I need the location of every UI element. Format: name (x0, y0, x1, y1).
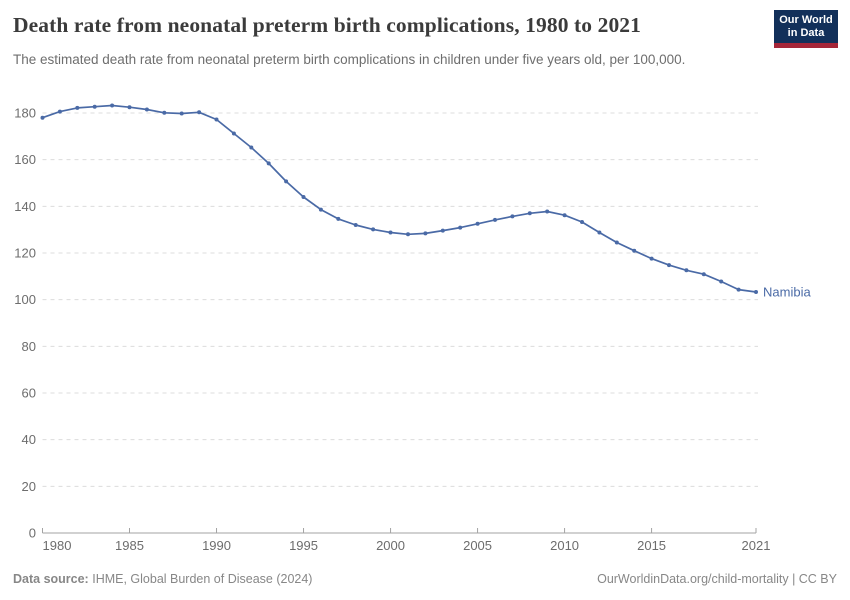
data-point[interactable] (57, 109, 62, 114)
page-title: Death rate from neonatal preterm birth c… (13, 13, 642, 37)
data-point[interactable] (475, 221, 480, 226)
data-point[interactable] (214, 117, 219, 122)
data-point[interactable] (40, 115, 45, 120)
data-point[interactable] (562, 213, 567, 218)
owid-logo[interactable]: Our World in Data (774, 10, 838, 48)
x-axis-tick-label: 1980 (43, 538, 72, 553)
data-point[interactable] (580, 220, 584, 224)
data-point[interactable] (649, 256, 654, 261)
data-point[interactable] (545, 209, 550, 214)
data-point[interactable] (301, 195, 306, 199)
data-point[interactable] (614, 240, 619, 245)
y-axis-tick-label: 160 (14, 152, 36, 167)
data-point[interactable] (144, 107, 149, 112)
data-source: Data source: IHME, Global Burden of Dise… (13, 572, 312, 586)
data-point[interactable] (440, 228, 445, 233)
data-point[interactable] (701, 272, 706, 277)
data-point[interactable] (458, 225, 463, 230)
data-point[interactable] (231, 131, 236, 136)
owid-logo-text: Our World in Data (779, 14, 833, 40)
x-axis: 1980 1985 1990 1995 2000 2005 2010 2015 2021 (42, 528, 771, 553)
data-point[interactable] (527, 211, 532, 216)
data-point[interactable] (423, 231, 428, 236)
x-axis-tick-label: 2005 (463, 538, 492, 553)
data-point[interactable] (719, 279, 724, 284)
y-axis-tick-label: 180 (14, 106, 36, 121)
logo-line2: in Data (787, 26, 825, 39)
data-line[interactable] (41, 104, 757, 293)
x-axis-tick-label: 1985 (115, 538, 144, 553)
data-point[interactable] (110, 103, 115, 108)
data-point[interactable] (388, 230, 393, 235)
data-point[interactable] (75, 105, 80, 110)
y-axis-tick-label: 100 (14, 292, 36, 307)
data-point[interactable] (632, 248, 637, 253)
y-axis-tick-label: 40 (22, 432, 36, 447)
y-axis-tick-label: 60 (22, 386, 36, 401)
data-point[interactable] (92, 104, 97, 109)
y-axis-tick-label: 0 (29, 526, 36, 541)
data-source-text: IHME, Global Burden of Disease (2024) (92, 572, 313, 586)
data-point[interactable] (353, 223, 358, 227)
x-axis-tick-label: 2021 (742, 538, 771, 553)
data-point[interactable] (597, 230, 602, 235)
y-axis-tick-label: 120 (14, 246, 36, 261)
series-end-label: Namibia (763, 284, 811, 299)
data-point[interactable] (179, 111, 184, 116)
x-axis-tick-label: 1995 (289, 538, 318, 553)
data-point[interactable] (249, 145, 254, 150)
x-axis-tick-label: 2010 (550, 538, 579, 553)
chart-footer: Data source: IHME, Global Burden of Dise… (13, 572, 837, 586)
data-point[interactable] (684, 268, 689, 273)
data-point[interactable] (284, 179, 289, 184)
y-axis-tick-label: 20 (22, 479, 36, 494)
logo-line1: Our World (779, 13, 833, 26)
data-point[interactable] (266, 161, 271, 166)
y-axis-tick-label: 80 (22, 339, 36, 354)
data-point[interactable] (754, 290, 758, 294)
data-point[interactable] (197, 110, 202, 115)
data-point[interactable] (406, 232, 410, 237)
data-point[interactable] (371, 227, 376, 232)
chart-subtitle: The estimated death rate from neonatal p… (13, 52, 686, 67)
data-point[interactable] (510, 214, 515, 219)
credit-link[interactable]: OurWorldinData.org/child-mortality | CC … (597, 572, 837, 586)
data-point[interactable] (736, 287, 741, 292)
x-axis-tick-label: 2000 (376, 538, 405, 553)
x-axis-tick-label: 2015 (637, 538, 666, 553)
data-point[interactable] (493, 217, 497, 222)
data-point[interactable] (667, 263, 671, 268)
x-axis-tick-label: 1990 (202, 538, 231, 553)
data-point[interactable] (162, 110, 167, 115)
data-source-label: Data source: (13, 572, 89, 586)
series-namibia: Namibia (40, 103, 811, 299)
data-point[interactable] (127, 105, 132, 110)
data-point[interactable] (318, 207, 323, 212)
y-axis-tick-label: 140 (14, 199, 36, 214)
data-point[interactable] (336, 216, 341, 221)
y-axis: 0 20 40 60 80 100 120 140 160 180 (14, 106, 758, 541)
